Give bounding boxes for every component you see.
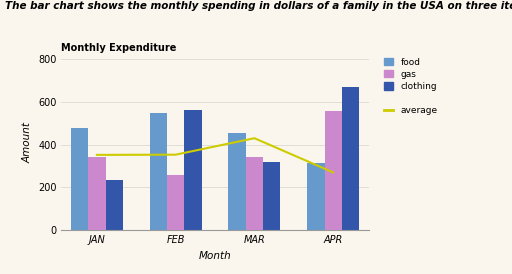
X-axis label: Month: Month bbox=[199, 251, 231, 261]
Bar bbox=[342, 87, 359, 230]
Bar bbox=[246, 158, 263, 230]
Bar bbox=[71, 127, 88, 230]
Bar bbox=[307, 163, 325, 230]
Bar bbox=[150, 113, 167, 230]
Bar bbox=[105, 180, 123, 230]
Bar bbox=[184, 110, 202, 230]
Bar bbox=[167, 175, 184, 230]
Legend: food, gas, clothing, , average: food, gas, clothing, , average bbox=[382, 56, 439, 117]
Text: The bar chart shows the monthly spending in dollars of a family in the USA on th: The bar chart shows the monthly spending… bbox=[5, 1, 512, 11]
Bar bbox=[88, 158, 105, 230]
Bar bbox=[325, 112, 342, 230]
Y-axis label: Amount: Amount bbox=[23, 122, 33, 163]
Text: Monthly Expenditure: Monthly Expenditure bbox=[61, 43, 177, 53]
Bar bbox=[228, 133, 246, 230]
Bar bbox=[263, 162, 281, 230]
